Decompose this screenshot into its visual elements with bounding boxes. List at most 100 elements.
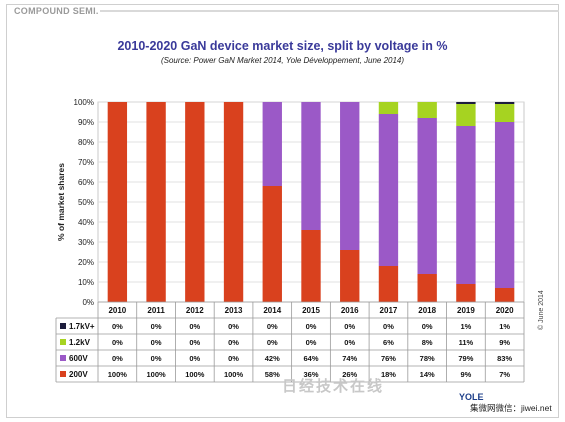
bar-600v <box>340 102 360 250</box>
x-category-label: 2011 <box>147 306 165 315</box>
legend-swatch <box>60 371 66 377</box>
data-label: 100% <box>185 370 205 379</box>
data-label: 83% <box>497 354 512 363</box>
y-tick-label: 80% <box>78 138 94 147</box>
bar-1-7kv- <box>456 102 476 104</box>
data-label: 0% <box>228 338 239 347</box>
data-label: 100% <box>146 370 166 379</box>
y-tick-label: 60% <box>78 178 94 187</box>
legend-swatch <box>60 339 66 345</box>
bar-1-2kv <box>494 104 515 122</box>
x-category-label: 2012 <box>186 306 204 315</box>
data-label: 6% <box>383 338 394 347</box>
x-category-label: 2020 <box>496 306 514 315</box>
bar-600v <box>494 122 515 288</box>
x-category-label: 2017 <box>380 306 398 315</box>
bar-1-2kv <box>456 104 476 126</box>
y-tick-label: 30% <box>78 238 94 247</box>
y-axis-label: % of market shares <box>56 163 66 241</box>
data-label: 74% <box>342 354 357 363</box>
data-label: 64% <box>303 354 318 363</box>
data-label: 78% <box>420 354 435 363</box>
data-label: 0% <box>112 338 123 347</box>
data-label: 0% <box>383 322 394 331</box>
data-label: 0% <box>344 338 355 347</box>
data-label: 0% <box>189 322 200 331</box>
legend-label: 600V <box>69 354 88 363</box>
data-label: 11% <box>459 338 474 347</box>
bar-200v <box>340 250 360 302</box>
bar-200v <box>107 102 128 302</box>
data-label: 9% <box>460 370 471 379</box>
bar-1-2kv <box>417 102 437 118</box>
data-label: 8% <box>422 338 433 347</box>
data-label: 0% <box>344 322 355 331</box>
source-footer-text: 集微网微信：jiwei.net <box>470 403 552 413</box>
y-tick-label: 10% <box>78 278 94 287</box>
bar-200v <box>456 284 476 302</box>
y-tick-label: 0% <box>82 298 94 307</box>
data-label: 0% <box>151 354 162 363</box>
data-label: 0% <box>189 354 200 363</box>
data-label: 0% <box>228 354 239 363</box>
data-label: 79% <box>458 354 473 363</box>
bar-200v <box>378 266 399 302</box>
data-label: 7% <box>499 370 510 379</box>
bar-600v <box>301 102 321 230</box>
x-category-label: 2019 <box>457 306 475 315</box>
data-label: 0% <box>112 322 123 331</box>
y-tick-label: 20% <box>78 258 94 267</box>
brand-header: COMPOUND SEMI. <box>14 6 99 16</box>
bar-600v <box>262 102 282 186</box>
x-category-label: 2018 <box>418 306 436 315</box>
x-category-label: 2010 <box>108 306 126 315</box>
bar-600v <box>417 118 437 274</box>
data-label: 0% <box>151 322 162 331</box>
y-tick-label: 100% <box>74 98 94 107</box>
data-label: 42% <box>265 354 280 363</box>
data-label: 36% <box>303 370 318 379</box>
data-label: 9% <box>499 338 510 347</box>
bar-200v <box>185 102 205 302</box>
bar-200v <box>146 102 166 302</box>
x-category-label: 2014 <box>263 306 281 315</box>
chart-subtitle: (Source: Power GaN Market 2014, Yole Dév… <box>160 56 405 65</box>
data-label: 0% <box>422 322 433 331</box>
data-label: 26% <box>342 370 357 379</box>
y-tick-label: 70% <box>78 158 94 167</box>
legend-label: 1.7kV+ <box>69 322 95 331</box>
bar-200v <box>417 274 437 302</box>
data-label: 0% <box>112 354 123 363</box>
data-label: 0% <box>189 338 200 347</box>
bar-200v <box>301 230 321 302</box>
legend-label: 200V <box>69 370 88 379</box>
data-label: 0% <box>306 322 317 331</box>
y-tick-label: 50% <box>78 198 94 207</box>
legend-swatch <box>60 355 66 361</box>
data-label: 0% <box>306 338 317 347</box>
watermark-text: 日经技术在线 <box>282 378 385 395</box>
bar-200v <box>223 102 244 302</box>
y-tick-label: 90% <box>78 118 94 127</box>
chart-title: 2010-2020 GaN device market size, split … <box>117 39 448 53</box>
bar-200v <box>262 186 282 302</box>
data-label: 0% <box>151 338 162 347</box>
data-label: 1% <box>460 322 471 331</box>
data-label: 14% <box>420 370 435 379</box>
yole-logo: YOLE <box>459 392 484 402</box>
data-label: 0% <box>267 338 278 347</box>
data-label: 100% <box>224 370 244 379</box>
y-tick-label: 40% <box>78 218 94 227</box>
x-category-label: 2015 <box>302 306 320 315</box>
data-label: 1% <box>499 322 510 331</box>
x-category-label: 2013 <box>225 306 243 315</box>
data-label: 76% <box>381 354 396 363</box>
bar-600v <box>456 126 476 284</box>
header-rule <box>100 10 559 12</box>
copyright-note: © June 2014 <box>538 290 545 330</box>
x-category-label: 2016 <box>341 306 359 315</box>
data-label: 18% <box>381 370 396 379</box>
bar-1-7kv- <box>494 102 515 104</box>
data-label: 100% <box>108 370 128 379</box>
